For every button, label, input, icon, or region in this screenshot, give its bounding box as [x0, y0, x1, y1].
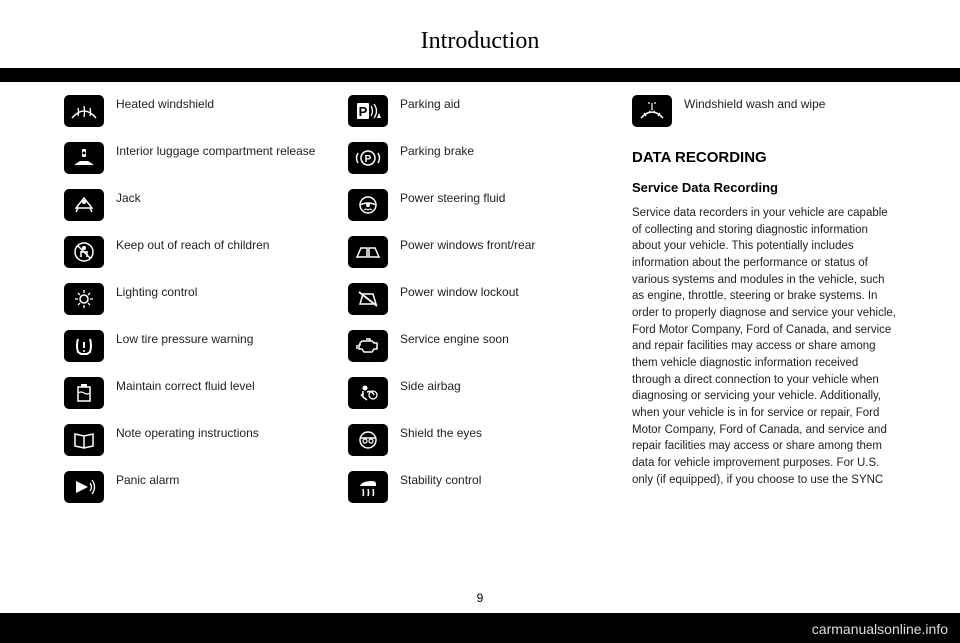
symbol-row: Power window lockout	[348, 283, 612, 315]
symbol-label: Low tire pressure warning	[116, 330, 253, 348]
power-steering-icon	[348, 189, 388, 221]
symbol-row: Note operating instructions	[64, 424, 328, 456]
shield-eyes-icon	[348, 424, 388, 456]
lighting-control-icon	[64, 283, 104, 315]
symbol-row: P Parking aid	[348, 95, 612, 127]
page-title: Introduction	[0, 28, 960, 55]
symbol-label: Heated windshield	[116, 95, 214, 113]
keep-out-children-icon	[64, 236, 104, 268]
body-text: Service data recorders in your vehicle a…	[632, 205, 896, 488]
symbol-row: Heated windshield	[64, 95, 328, 127]
low-tire-pressure-icon	[64, 330, 104, 362]
heated-windshield-icon	[64, 95, 104, 127]
symbol-label: Panic alarm	[116, 471, 179, 489]
symbol-row: Lighting control	[64, 283, 328, 315]
page-content: Heated windshield Interior luggage compa…	[64, 95, 896, 585]
column-2: P Parking aid P Parking brake Power stee…	[348, 95, 612, 585]
parking-aid-icon: P	[348, 95, 388, 127]
symbol-label: Power windows front/rear	[400, 236, 535, 254]
column-1: Heated windshield Interior luggage compa…	[64, 95, 328, 585]
svg-text:P: P	[365, 154, 372, 165]
symbol-row: Side airbag	[348, 377, 612, 409]
symbol-row: Low tire pressure warning	[64, 330, 328, 362]
page-number: 9	[0, 591, 960, 605]
window-lockout-icon	[348, 283, 388, 315]
symbol-row: Service engine soon	[348, 330, 612, 362]
watermark: carmanualsonline.info	[812, 621, 948, 637]
symbol-label: Shield the eyes	[400, 424, 482, 442]
section-heading: DATA RECORDING	[632, 149, 896, 166]
symbol-label: Power window lockout	[400, 283, 519, 301]
symbol-label: Lighting control	[116, 283, 197, 301]
column-3: Windshield wash and wipe DATA RECORDING …	[632, 95, 896, 585]
symbol-label: Jack	[116, 189, 141, 207]
symbol-label: Maintain correct fluid level	[116, 377, 255, 395]
symbol-row: Stability control	[348, 471, 612, 503]
symbol-row: Windshield wash and wipe	[632, 95, 896, 127]
parking-brake-icon: P	[348, 142, 388, 174]
symbol-label: Parking aid	[400, 95, 460, 113]
luggage-release-icon	[64, 142, 104, 174]
service-engine-icon	[348, 330, 388, 362]
note-instructions-icon	[64, 424, 104, 456]
divider-top	[0, 68, 960, 82]
symbol-label: Parking brake	[400, 142, 474, 160]
subsection-heading: Service Data Recording	[632, 180, 896, 195]
windshield-wash-icon	[632, 95, 672, 127]
symbol-label: Side airbag	[400, 377, 461, 395]
symbol-label: Service engine soon	[400, 330, 509, 348]
symbol-row: Jack	[64, 189, 328, 221]
symbol-row: Keep out of reach of children	[64, 236, 328, 268]
symbol-label: Keep out of reach of children	[116, 236, 269, 254]
symbol-row: Interior luggage compartment release	[64, 142, 328, 174]
symbol-row: Power steering fluid	[348, 189, 612, 221]
symbol-row: Maintain correct fluid level	[64, 377, 328, 409]
symbol-row: Panic alarm	[64, 471, 328, 503]
jack-icon	[64, 189, 104, 221]
symbol-label: Stability control	[400, 471, 481, 489]
symbol-label: Note operating instructions	[116, 424, 259, 442]
symbol-label: Interior luggage compartment release	[116, 142, 315, 160]
power-windows-icon	[348, 236, 388, 268]
symbol-row: Power windows front/rear	[348, 236, 612, 268]
svg-text:P: P	[359, 104, 368, 119]
stability-control-icon	[348, 471, 388, 503]
symbol-label: Windshield wash and wipe	[684, 95, 825, 113]
side-airbag-icon	[348, 377, 388, 409]
symbol-row: P Parking brake	[348, 142, 612, 174]
fluid-level-icon	[64, 377, 104, 409]
panic-alarm-icon	[64, 471, 104, 503]
symbol-label: Power steering fluid	[400, 189, 505, 207]
symbol-row: Shield the eyes	[348, 424, 612, 456]
